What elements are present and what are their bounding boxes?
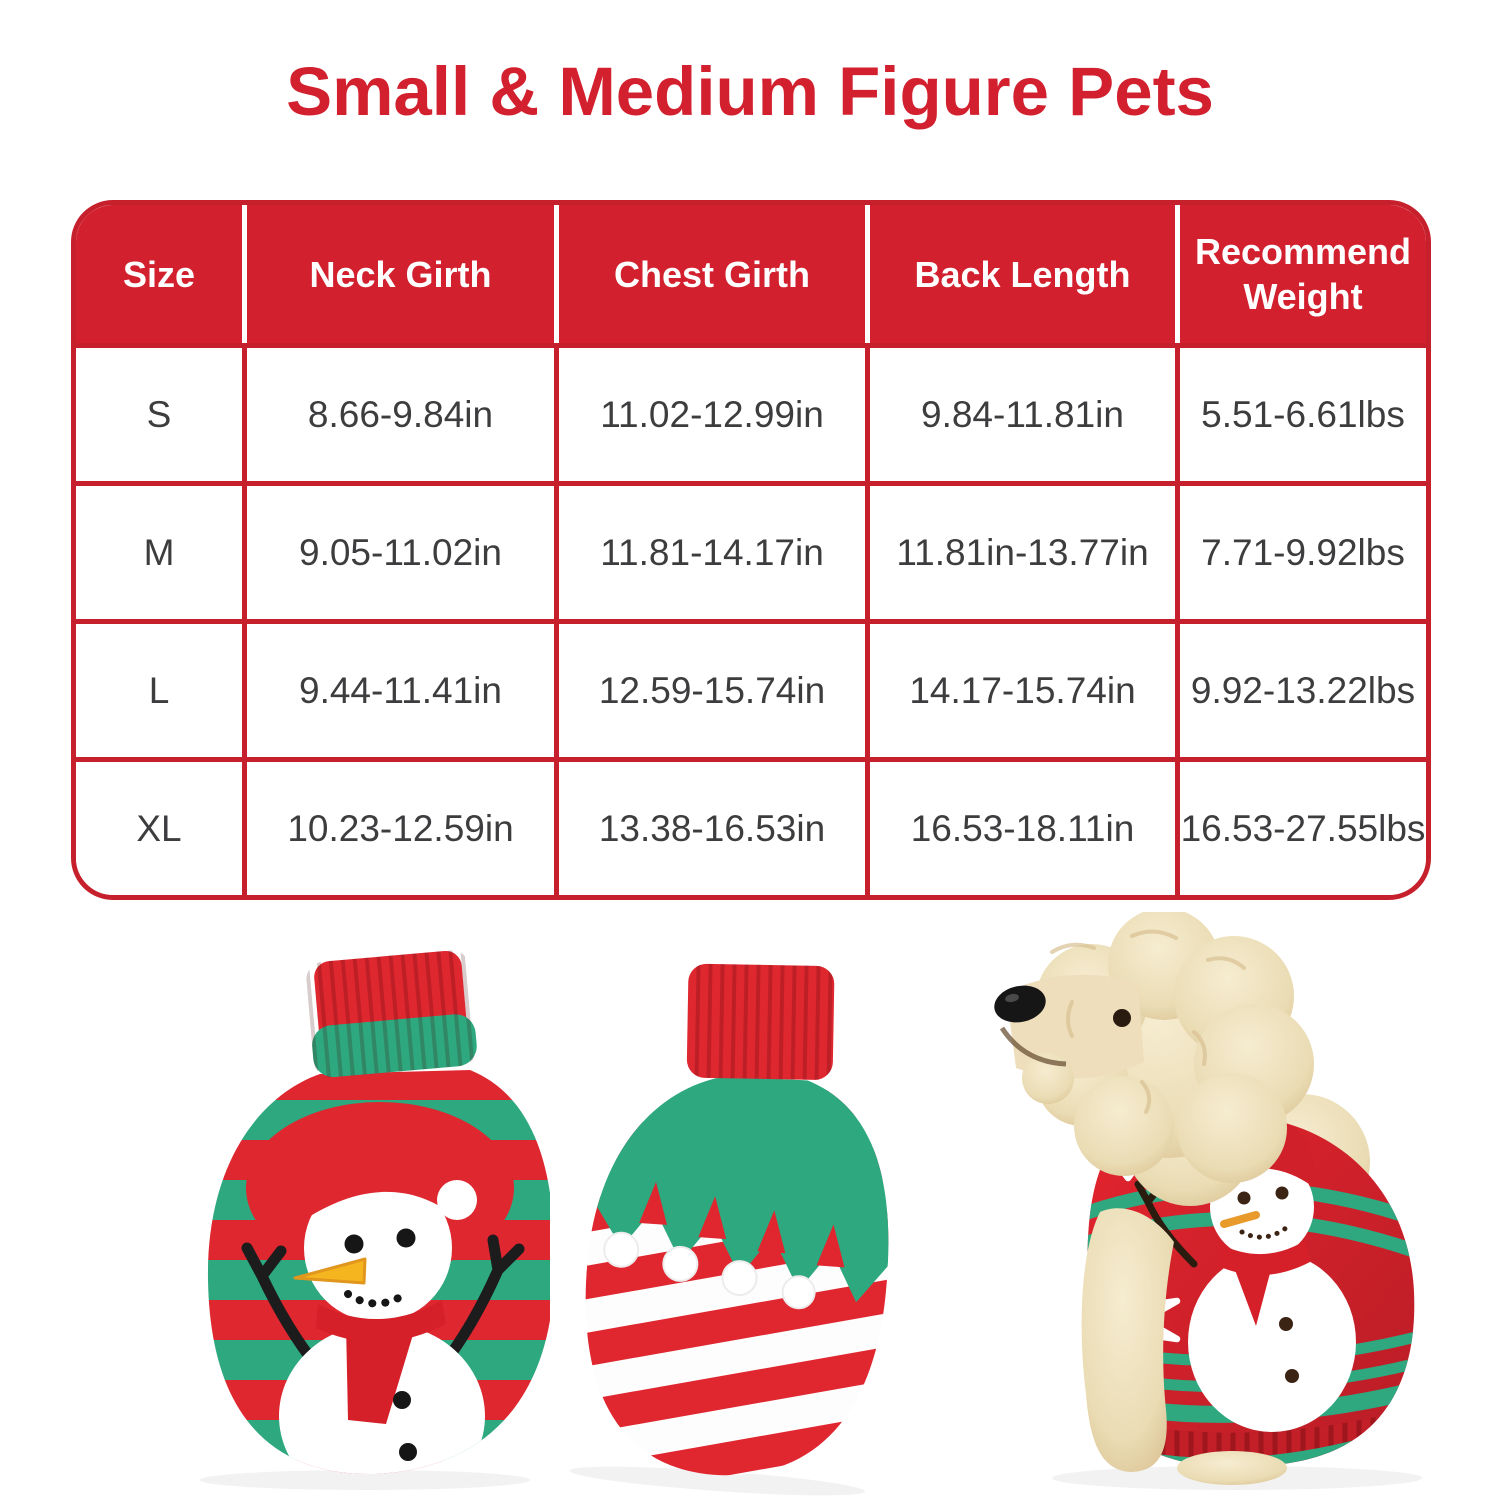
cell-neck-m: 9.05-11.02in — [242, 481, 554, 619]
snowman-sweater-image — [200, 950, 550, 1490]
cell-chest-m: 11.81-14.17in — [554, 481, 865, 619]
pom-pom — [781, 1275, 816, 1310]
cell-back-s: 9.84-11.81in — [865, 343, 1175, 481]
cell-size-l: L — [76, 619, 242, 757]
cell-chest-l: 12.59-15.74in — [554, 619, 865, 757]
cell-neck-l: 9.44-11.41in — [242, 619, 554, 757]
cell-neck-s: 8.66-9.84in — [242, 343, 554, 481]
cell-chest-xl: 13.38-16.53in — [554, 757, 865, 895]
pom-pom — [603, 1231, 640, 1268]
turtleneck-collar — [306, 950, 477, 1078]
page-title: Small & Medium Figure Pets — [286, 53, 1214, 130]
striped-sweater-body — [207, 1070, 550, 1475]
pom-pom — [721, 1260, 758, 1297]
column-header-size: Size — [76, 205, 242, 343]
cell-size-s: S — [76, 343, 242, 481]
cell-back-m: 11.81in-13.77in — [865, 481, 1175, 619]
cell-chest-s: 11.02-12.99in — [554, 343, 865, 481]
cell-weight-xl: 16.53-27.55lbs — [1175, 757, 1426, 895]
cell-size-m: M — [76, 481, 242, 619]
cell-weight-s: 5.51-6.61lbs — [1175, 343, 1426, 481]
pom-pom — [662, 1245, 699, 1282]
elf-sweater-image — [569, 963, 901, 1496]
dog-wearing-sweater-image — [994, 912, 1422, 1490]
column-header-recommend-weight: Recommend Weight — [1175, 205, 1426, 343]
column-header-chest-girth: Chest Girth — [554, 205, 865, 343]
cell-size-xl: XL — [76, 757, 242, 895]
green-yoke — [591, 1065, 899, 1303]
snowman-motif — [241, 1125, 525, 1475]
cell-back-l: 14.17-15.74in — [865, 619, 1175, 757]
red-turtleneck-collar — [686, 963, 835, 1080]
cell-weight-l: 9.92-13.22lbs — [1175, 619, 1426, 757]
cell-back-xl: 16.53-18.11in — [865, 757, 1175, 895]
dog-head — [994, 912, 1314, 1183]
column-header-back-length: Back Length — [865, 205, 1175, 343]
cell-neck-xl: 10.23-12.59in — [242, 757, 554, 895]
size-chart-table: Size Neck Girth Chest Girth Back Length … — [71, 200, 1431, 900]
column-header-neck-girth: Neck Girth — [242, 205, 554, 343]
cell-weight-m: 7.71-9.92lbs — [1175, 481, 1426, 619]
